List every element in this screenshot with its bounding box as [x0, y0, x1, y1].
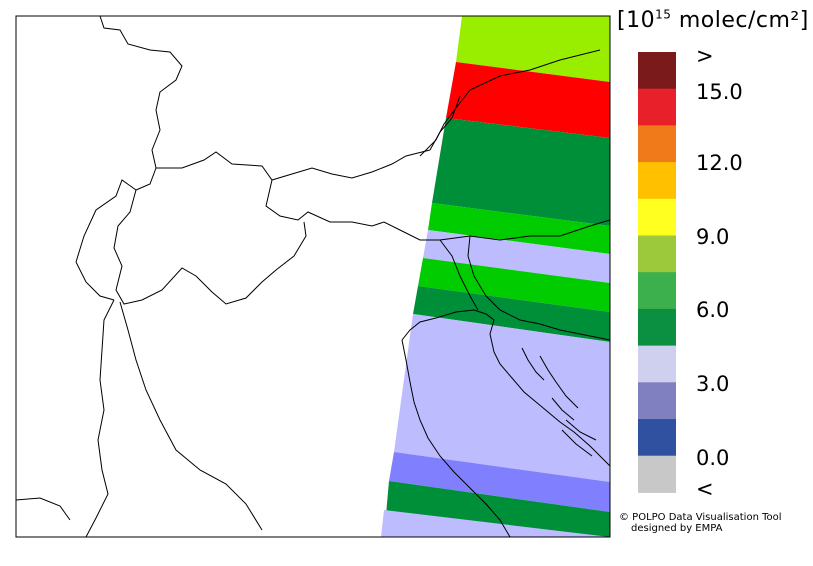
color-scale-step-12	[638, 455, 676, 493]
color-scale-step-1	[638, 52, 676, 90]
legend-tick-0: 0.0	[696, 446, 730, 470]
credit-line-2: designed by EMPA	[631, 523, 723, 534]
color-scale-step-11	[638, 419, 676, 457]
country-borders	[16, 16, 610, 537]
legend-tick-lt: <	[696, 477, 714, 501]
legend-unit-label: [1015 molec/cm²]	[617, 7, 809, 33]
map-border	[15, 15, 611, 538]
color-scale-step-9	[638, 345, 676, 383]
satellite-swath	[381, 16, 610, 537]
color-scale-step-3	[638, 125, 676, 163]
color-scale-step-10	[638, 382, 676, 420]
credit-line-1: © POLPO Data Visualisation Tool	[619, 512, 782, 523]
swath-band-1	[456, 16, 610, 82]
swath-band-8	[394, 314, 610, 482]
swath-band-9	[389, 452, 610, 512]
legend-tick-6: 6.0	[696, 298, 730, 322]
legend-tick-12: 12.0	[696, 151, 743, 175]
swath-band-7	[413, 286, 610, 342]
coastline	[401, 309, 610, 537]
swath-band-4	[428, 203, 610, 254]
color-scale-step-2	[638, 88, 676, 126]
color-scale-step-6	[638, 235, 676, 273]
color-scale-step-5	[638, 198, 676, 236]
legend-tick-15: 15.0	[696, 80, 743, 104]
legend-tick-gt: >	[696, 44, 714, 68]
color-scale-step-4	[638, 162, 676, 200]
legend-tick-3: 3.0	[696, 372, 730, 396]
swath-band-2	[446, 62, 610, 138]
legend-tick-9: 9.0	[696, 225, 730, 249]
color-scale-step-7	[638, 272, 676, 310]
swath-band-3	[432, 118, 610, 226]
swath-band-11	[381, 510, 610, 537]
color-scale	[638, 52, 676, 493]
color-scale-step-8	[638, 308, 676, 347]
swath-band-6	[418, 258, 610, 312]
